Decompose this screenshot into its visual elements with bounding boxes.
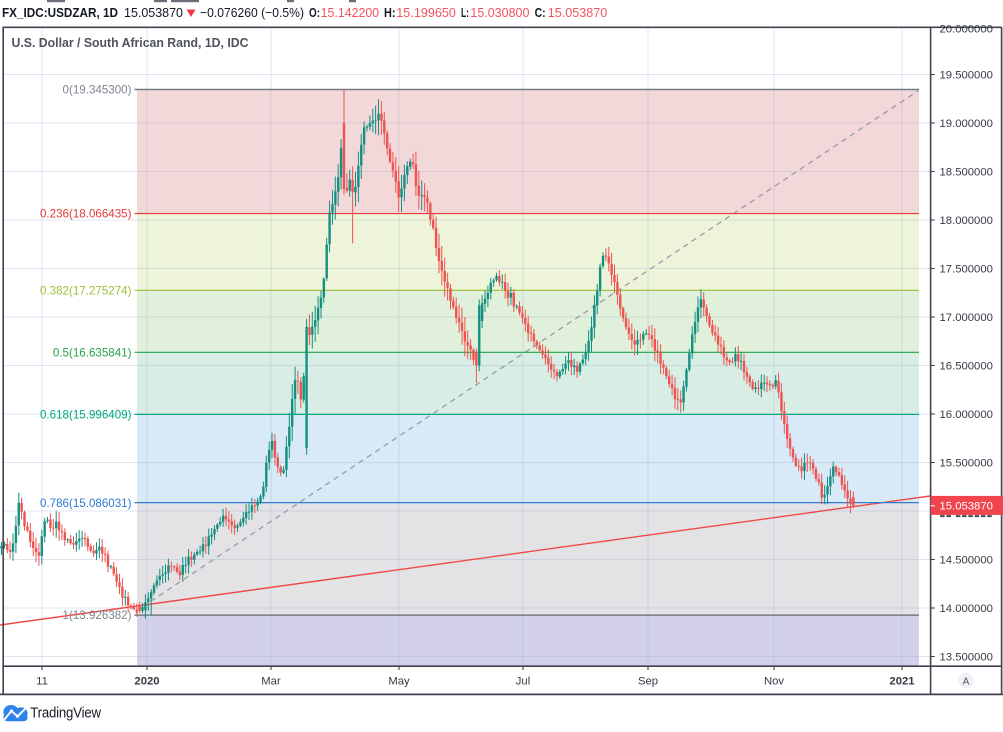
svg-text:18.000000: 18.000000 xyxy=(940,215,993,227)
svg-text:L:: L: xyxy=(461,5,469,20)
svg-text:15.053870: 15.053870 xyxy=(548,5,608,20)
svg-text:15.053870: 15.053870 xyxy=(124,5,183,20)
svg-text:14.500000: 14.500000 xyxy=(940,554,993,566)
svg-text:H:: H: xyxy=(384,5,396,20)
svg-text:20.000000: 20.000000 xyxy=(940,23,993,35)
svg-text:O:: O: xyxy=(309,5,320,20)
svg-text:19.000000: 19.000000 xyxy=(940,118,993,130)
svg-text:TradingView: TradingView xyxy=(30,706,101,722)
svg-text:1(13.926382): 1(13.926382) xyxy=(63,609,132,622)
svg-text:16.500000: 16.500000 xyxy=(940,360,993,372)
svg-text:Mar: Mar xyxy=(261,676,281,688)
svg-text:17.500000: 17.500000 xyxy=(940,263,993,275)
svg-text:11: 11 xyxy=(36,676,48,688)
svg-text:0.5(16.635841): 0.5(16.635841) xyxy=(53,346,132,359)
svg-text:0.786(15.086031): 0.786(15.086031) xyxy=(40,497,132,510)
svg-text:Nov: Nov xyxy=(764,676,784,688)
svg-text:2021: 2021 xyxy=(889,676,914,688)
svg-text:A: A xyxy=(963,676,970,687)
svg-text:14.000000: 14.000000 xyxy=(940,603,993,615)
svg-text:15.053870: 15.053870 xyxy=(940,501,993,513)
svg-text:15.500000: 15.500000 xyxy=(940,457,993,469)
svg-text:15.142200: 15.142200 xyxy=(321,5,380,20)
svg-text:13.500000: 13.500000 xyxy=(940,651,993,663)
svg-text:0(19.345300): 0(19.345300) xyxy=(63,84,132,97)
svg-text:0.236(18.066435): 0.236(18.066435) xyxy=(40,208,132,221)
svg-text:Jul: Jul xyxy=(516,676,530,688)
svg-text:15.030800: 15.030800 xyxy=(470,5,529,20)
svg-text:2020: 2020 xyxy=(134,676,159,688)
svg-text:FX_IDC:USDZAR, 1D: FX_IDC:USDZAR, 1D xyxy=(2,5,118,20)
svg-text:15.199650: 15.199650 xyxy=(396,5,456,20)
svg-text:U.S. Dollar / South African Ra: U.S. Dollar / South African Rand, 1D, ID… xyxy=(12,35,250,50)
svg-text:0.618(15.996409): 0.618(15.996409) xyxy=(40,408,132,421)
svg-text:17.000000: 17.000000 xyxy=(940,312,993,324)
svg-text:0.382(17.275274): 0.382(17.275274) xyxy=(40,284,132,297)
svg-text:16.000000: 16.000000 xyxy=(940,409,993,421)
svg-text:−0.076260 (−0.5%): −0.076260 (−0.5%) xyxy=(200,5,304,20)
svg-text:18.500000: 18.500000 xyxy=(940,166,993,178)
svg-text:C:: C: xyxy=(535,5,546,20)
svg-text:May: May xyxy=(388,676,410,688)
svg-text:Sep: Sep xyxy=(638,676,658,688)
svg-text:19.500000: 19.500000 xyxy=(940,69,993,81)
